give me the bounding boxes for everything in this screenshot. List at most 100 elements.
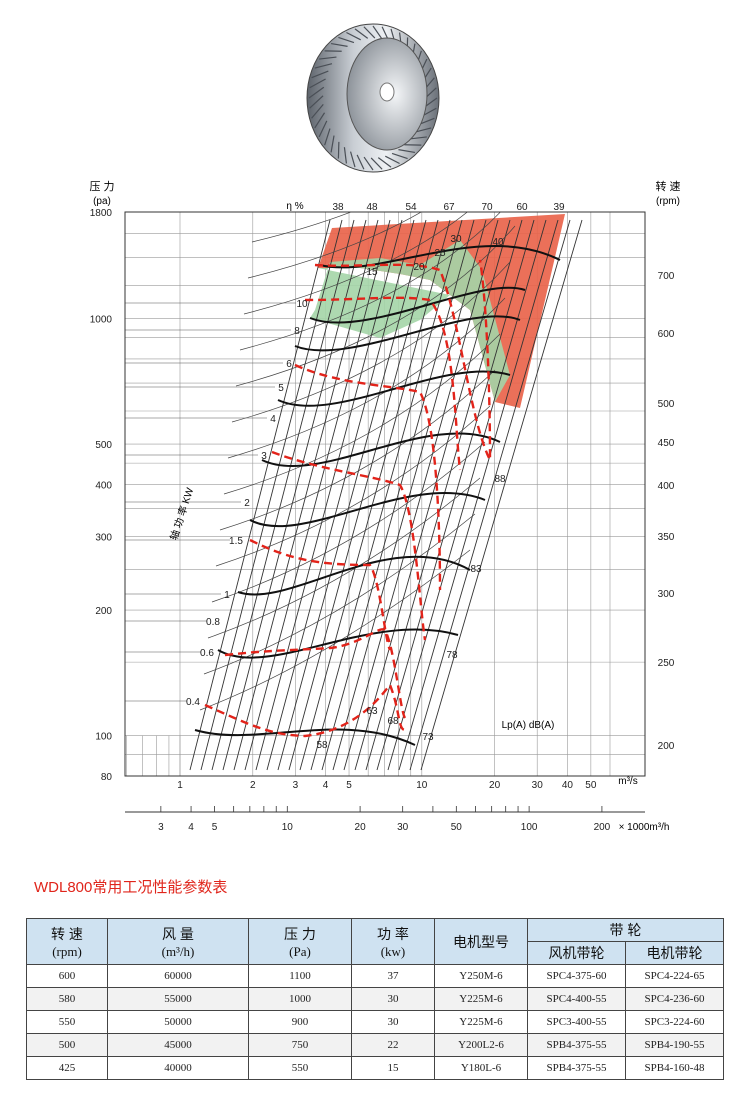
x-tick-label-m3h: 20 [355, 822, 367, 833]
x-tick-label-m3s: 5 [346, 780, 352, 791]
blade-line [314, 63, 333, 69]
performance-table: 转 速 (rpm) 风 量 (m³/h) 压 力 (Pa) 功 率 (kw) 电… [26, 918, 724, 1080]
efficiency-ray [398, 219, 559, 771]
rpm-tick-label: 350 [658, 532, 675, 543]
blade-line [372, 25, 383, 40]
x-tick-label-m3s: 40 [562, 780, 574, 791]
power-arc [243, 212, 468, 315]
limit-dashed-curve [224, 628, 407, 719]
shaft-power-label-value: 10 [296, 299, 308, 310]
cell-power: 37 [351, 964, 435, 988]
power-arc [219, 369, 496, 531]
cell-pressure: 750 [248, 1033, 352, 1057]
speed-curve [309, 286, 526, 324]
y-axis-label: 压 力 [89, 180, 114, 193]
cell-speed: 500 [26, 1033, 108, 1057]
blade-line [363, 156, 374, 171]
blade-line [330, 135, 335, 153]
header-power-unit: (kw) [380, 943, 406, 959]
efficiency-ray [255, 219, 403, 771]
efficiency-ray [310, 219, 463, 771]
x-tick-label-m3h: 200 [594, 822, 611, 833]
header-flow: 风 量 (m³/h) [107, 918, 249, 965]
efficiency-ray [266, 219, 415, 771]
cell-flow: 55000 [107, 987, 249, 1011]
noise-label: 58 [316, 740, 328, 751]
blade-line [363, 26, 376, 39]
shaft-power-label-value: 25 [434, 248, 446, 259]
cell-motor-pulley: SPC4-224-65 [625, 964, 724, 988]
limit-dashed-curve [294, 363, 442, 591]
table-row: 500 45000 750 22 Y200L2-6 SPB4-375-55 SP… [26, 1033, 724, 1057]
y-tick-label: 1000 [90, 314, 113, 325]
y-tick-label: 200 [95, 606, 112, 617]
x-tick-label-m3s: 10 [416, 780, 428, 791]
cell-motor: Y225M-6 [434, 987, 528, 1011]
rpm-tick-label: 250 [658, 658, 675, 669]
efficiency-ray [200, 219, 343, 771]
blade-line [308, 86, 325, 99]
blade-line [314, 112, 326, 129]
power-arc [215, 405, 491, 567]
x-tick-label-m3h: 4 [188, 822, 194, 833]
cell-pressure: 900 [248, 1010, 352, 1034]
cell-pressure: 550 [248, 1056, 352, 1080]
blade-line [309, 78, 326, 89]
rpm-tick-label: 700 [658, 271, 675, 282]
speed-curve [237, 555, 471, 596]
efficiency-tick-label: 38 [332, 202, 344, 213]
cell-motor: Y200L2-6 [434, 1033, 528, 1057]
noise-label: 68 [387, 716, 399, 727]
x-tick-label-m3s: 4 [323, 780, 329, 791]
cell-motor-pulley: SPC4-236-60 [625, 987, 724, 1011]
x-tick-label-m3h: 3 [158, 822, 164, 833]
y-tick-label: 80 [101, 772, 113, 783]
efficiency-ray [211, 219, 355, 771]
y-tick-label: 400 [95, 480, 112, 491]
table-row: 580 55000 1000 30 Y225M-6 SPC4-400-55 SP… [26, 987, 724, 1011]
power-arc [211, 441, 486, 603]
header-speed-label: 转 速 [51, 925, 83, 942]
blade-line [319, 56, 337, 60]
shaft-power-label-value: 0.4 [186, 697, 200, 708]
blade-line [370, 157, 383, 170]
x-tick-label-m3h: 100 [521, 822, 538, 833]
shaft-power-label-value: 20 [413, 262, 425, 273]
x-axis-m3h-unit: × 1000m³/h [619, 822, 670, 833]
power-arc [247, 212, 422, 279]
header-power: 功 率 (kw) [351, 918, 435, 965]
speed-curve [319, 245, 561, 269]
power-arc [227, 297, 506, 459]
rpm-tick-label: 600 [658, 329, 675, 340]
cell-motor: Y250M-6 [434, 964, 528, 988]
plot-frame [124, 211, 646, 777]
speed-curve [261, 432, 501, 467]
blade-line [311, 70, 329, 79]
blade-line [311, 103, 324, 119]
shaft-power-label-value: 1.5 [229, 536, 243, 547]
cell-fan-pulley: SPC4-375-60 [527, 964, 626, 988]
cell-motor: Y225M-6 [434, 1010, 528, 1034]
header-motor: 电机型号 [434, 918, 528, 965]
right-axis-unit: (rpm) [656, 196, 680, 207]
cell-motor-pulley: SPB4-190-55 [625, 1033, 724, 1057]
shaft-power-label-value: 1 [224, 590, 230, 601]
cell-flow: 50000 [107, 1010, 249, 1034]
x-tick-label-m3h: 30 [397, 822, 409, 833]
cell-motor-pulley: SPC3-224-60 [625, 1010, 724, 1034]
shaft-power-label: 轴 功 率 KW [167, 485, 196, 541]
cell-power: 30 [351, 1010, 435, 1034]
blade-line [338, 36, 355, 44]
cell-fan-pulley: SPC3-400-55 [527, 1010, 626, 1034]
green-zone [310, 240, 510, 402]
table-section-title: WDL800常用工况性能参数表 [34, 879, 228, 896]
shaft-power-label-value: 6 [286, 359, 292, 370]
efficiency-ray [233, 219, 379, 771]
cell-fan-pulley: SPB4-375-55 [527, 1033, 626, 1057]
header-pulley: 带 轮 [527, 918, 724, 942]
performance-chart: 压 力 (pa) 转 速 (rpm) η % 18001000500400300… [89, 179, 680, 833]
efficiency-ray [299, 219, 451, 771]
noise-label: 73 [422, 732, 434, 743]
blade-line [377, 157, 392, 168]
rpm-tick-label: 500 [658, 399, 675, 410]
